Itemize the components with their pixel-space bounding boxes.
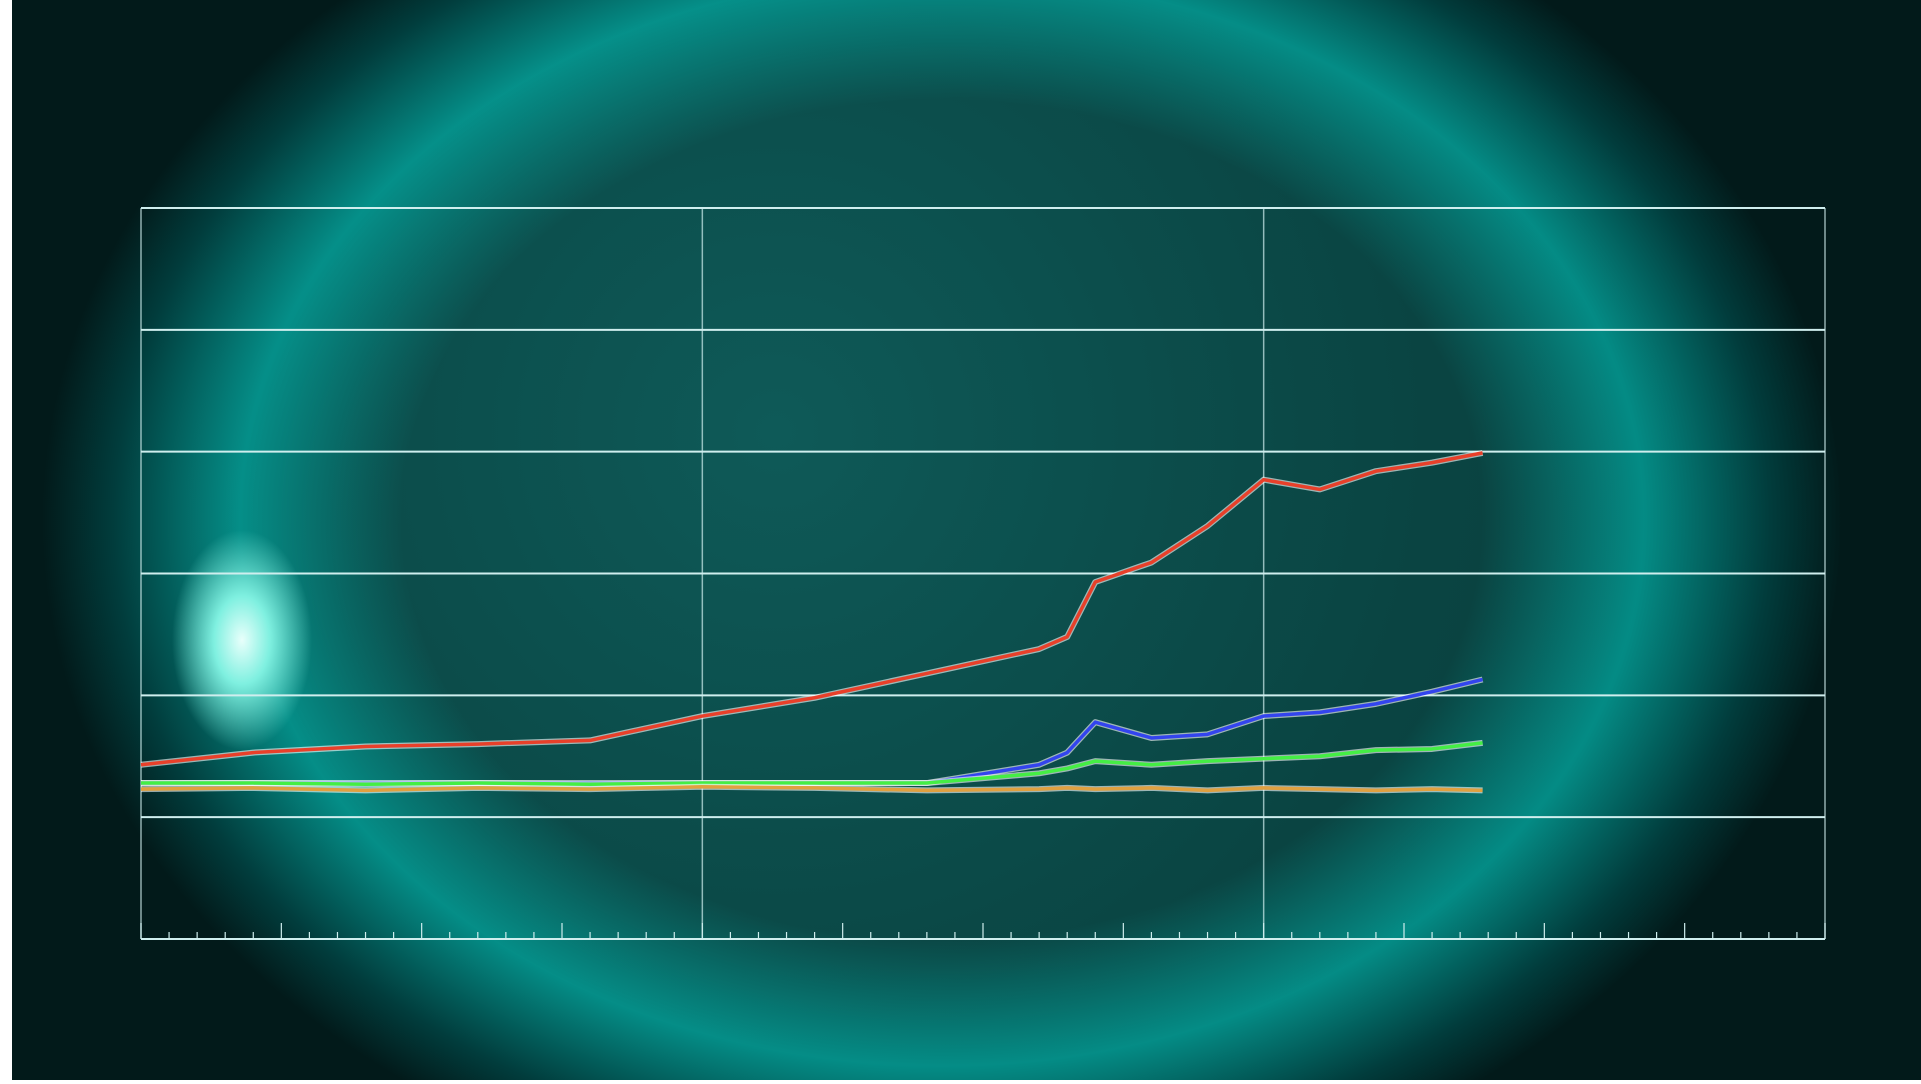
series-line — [140, 451, 1483, 767]
series-halo — [140, 449, 1484, 768]
solar-image — [12, 0, 1921, 1080]
series-line — [140, 784, 1483, 793]
series-line — [141, 741, 1483, 787]
